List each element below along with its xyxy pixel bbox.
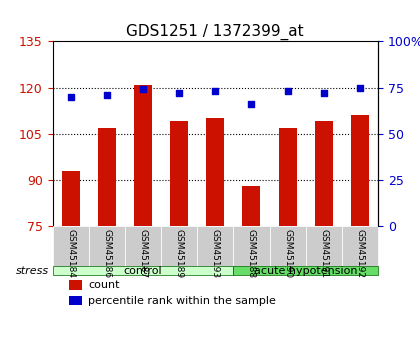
FancyBboxPatch shape bbox=[306, 226, 342, 268]
Bar bbox=[62, 171, 80, 226]
Bar bbox=[98, 128, 116, 226]
Point bbox=[139, 87, 146, 92]
Bar bbox=[242, 186, 260, 226]
Bar bbox=[315, 121, 333, 226]
Text: GSM45193: GSM45193 bbox=[211, 229, 220, 278]
Text: acute hypotension: acute hypotension bbox=[254, 266, 357, 276]
Text: GSM45190: GSM45190 bbox=[283, 229, 292, 278]
Text: count: count bbox=[88, 280, 120, 290]
Bar bbox=[206, 118, 224, 226]
Text: GSM45191: GSM45191 bbox=[319, 229, 328, 278]
Point bbox=[176, 90, 182, 96]
Point bbox=[248, 101, 255, 107]
Bar bbox=[278, 128, 297, 226]
FancyBboxPatch shape bbox=[125, 226, 161, 268]
Text: control: control bbox=[123, 266, 162, 276]
Bar bbox=[351, 115, 369, 226]
FancyBboxPatch shape bbox=[234, 226, 270, 268]
Title: GDS1251 / 1372399_at: GDS1251 / 1372399_at bbox=[126, 24, 304, 40]
FancyBboxPatch shape bbox=[234, 266, 378, 275]
Point bbox=[212, 89, 219, 94]
FancyBboxPatch shape bbox=[52, 266, 234, 275]
Text: GSM45192: GSM45192 bbox=[355, 229, 365, 278]
Text: GSM45187: GSM45187 bbox=[139, 229, 147, 278]
Text: GSM45186: GSM45186 bbox=[102, 229, 111, 278]
Point bbox=[357, 85, 363, 90]
FancyBboxPatch shape bbox=[52, 226, 89, 268]
Bar bbox=[69, 296, 82, 305]
Point bbox=[284, 89, 291, 94]
FancyBboxPatch shape bbox=[89, 226, 125, 268]
Bar bbox=[170, 121, 188, 226]
Point bbox=[103, 92, 110, 98]
Bar bbox=[69, 280, 82, 289]
FancyBboxPatch shape bbox=[161, 226, 197, 268]
Text: stress: stress bbox=[16, 266, 49, 276]
Point bbox=[67, 94, 74, 100]
Point bbox=[320, 90, 327, 96]
Text: GSM45189: GSM45189 bbox=[175, 229, 184, 278]
FancyBboxPatch shape bbox=[342, 226, 378, 268]
Bar bbox=[134, 85, 152, 226]
Text: GSM45188: GSM45188 bbox=[247, 229, 256, 278]
Text: percentile rank within the sample: percentile rank within the sample bbox=[88, 296, 276, 306]
Text: GSM45184: GSM45184 bbox=[66, 229, 75, 278]
FancyBboxPatch shape bbox=[270, 226, 306, 268]
FancyBboxPatch shape bbox=[197, 226, 234, 268]
